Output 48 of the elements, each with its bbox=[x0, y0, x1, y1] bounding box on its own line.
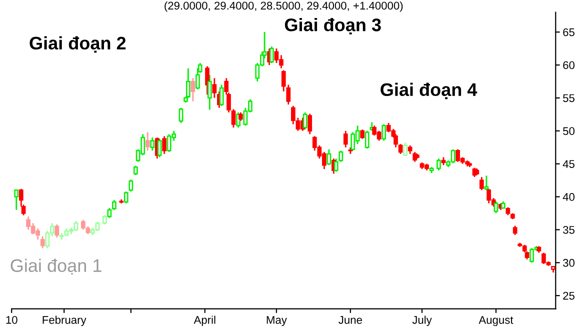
candlestick bbox=[394, 133, 398, 148]
candlestick bbox=[145, 131, 150, 152]
candlestick bbox=[479, 176, 484, 191]
y-tick-label: 65 bbox=[563, 28, 574, 36]
candlestick bbox=[494, 200, 498, 214]
annotation: Giai đoạn 1 bbox=[10, 258, 102, 275]
candlestick bbox=[382, 124, 386, 142]
x-tick-label: May bbox=[266, 316, 287, 326]
candlestick bbox=[512, 225, 518, 236]
x-tick-label: June bbox=[338, 316, 362, 324]
annotation: Giai đoạn 2 bbox=[30, 36, 126, 53]
candlestick bbox=[212, 77, 217, 99]
x-tick-label: 10 bbox=[6, 316, 18, 324]
x-tick-label: April bbox=[194, 316, 216, 326]
candlestick bbox=[343, 130, 348, 148]
y-tick-label: 60 bbox=[563, 61, 575, 70]
y-tick-label: 30 bbox=[563, 258, 575, 267]
candlestick bbox=[190, 77, 196, 102]
candlestick bbox=[128, 178, 134, 192]
candlestick bbox=[484, 174, 489, 191]
candlestick bbox=[178, 107, 184, 124]
candlestick bbox=[207, 74, 212, 110]
chart-title: (29.0000, 29.4000, 28.5000, 29.4000, +1.40000) bbox=[164, 1, 403, 12]
candlestick bbox=[162, 135, 166, 155]
candlestick bbox=[530, 247, 534, 264]
candlestick bbox=[398, 143, 403, 155]
candlestick bbox=[186, 68, 190, 99]
y-tick-label: 25 bbox=[563, 292, 574, 300]
candlestick bbox=[231, 108, 236, 128]
x-tick-label: July bbox=[412, 316, 432, 326]
y-tick-label: 55 bbox=[563, 94, 574, 102]
x-tick-label: February bbox=[42, 316, 86, 326]
y-tick-label: 40 bbox=[562, 193, 575, 201]
candlestick bbox=[326, 148, 332, 166]
candlestick bbox=[308, 113, 312, 135]
annotation: Giai đoạn 4 bbox=[380, 82, 478, 100]
candlestick bbox=[134, 165, 138, 176]
candlestick bbox=[205, 66, 210, 96]
candlestick bbox=[364, 130, 370, 150]
y-tick-label: 45 bbox=[562, 160, 574, 168]
candlestick bbox=[150, 136, 155, 152]
candlestick bbox=[360, 128, 365, 140]
y-tick-label: 35 bbox=[563, 226, 574, 234]
candlestick bbox=[436, 158, 441, 172]
y-tick-label: 50 bbox=[563, 127, 575, 136]
annotation: Giai đoạn 3 bbox=[284, 18, 381, 34]
x-tick-label: August bbox=[478, 316, 514, 326]
candlestick bbox=[403, 142, 408, 157]
